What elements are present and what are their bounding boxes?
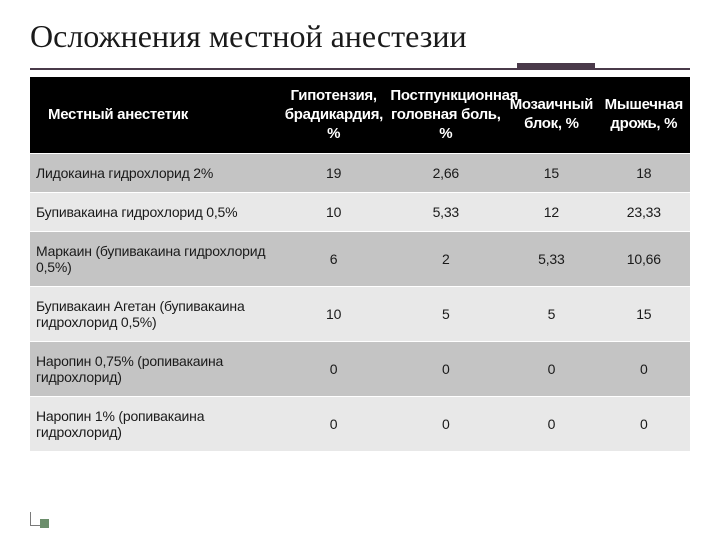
cell-value: 10 [281,193,387,232]
cell-label: Маркаин (бупивакаина гидрохлорид 0,5%) [30,232,281,287]
complications-table: Местный анестетик Гипотензия, брадикарди… [30,77,690,451]
table-row: Бупивакаин Агетан (бупивакаина гидрохлор… [30,287,690,342]
cell-value: 0 [598,342,690,397]
table-header-row: Местный анестетик Гипотензия, брадикарди… [30,77,690,154]
cell-value: 5 [505,287,597,342]
slide-container: Осложнения местной анестезии Местный ане… [0,0,720,540]
table-body: Лидокаина гидрохлорид 2% 19 2,66 15 18 Б… [30,154,690,452]
col-header-headache: Постпункционная головная боль, % [386,77,505,154]
cell-value: 0 [281,342,387,397]
col-header-tremor: Мышечная дрожь, % [598,77,690,154]
cell-value: 0 [281,397,387,452]
col-header-mosaic: Мозаичный блок, % [505,77,597,154]
cell-label: Лидокаина гидрохлорид 2% [30,154,281,193]
col-header-anesthetic: Местный анестетик [30,77,281,154]
complications-table-container: Местный анестетик Гипотензия, брадикарди… [30,77,690,451]
cell-label: Наропин 0,75% (ропивакаина гидрохлорид) [30,342,281,397]
cell-value: 0 [598,397,690,452]
cell-label: Наропин 1% (ропивакаина гидрохлорид) [30,397,281,452]
cell-value: 5,33 [386,193,505,232]
cell-value: 2,66 [386,154,505,193]
cell-value: 15 [505,154,597,193]
table-row: Маркаин (бупивакаина гидрохлорид 0,5%) 6… [30,232,690,287]
cell-value: 0 [505,397,597,452]
table-row: Бупивакаина гидрохлорид 0,5% 10 5,33 12 … [30,193,690,232]
cell-value: 23,33 [598,193,690,232]
cell-value: 10 [281,287,387,342]
cell-value: 0 [386,397,505,452]
footer-dot-icon [40,519,49,528]
title-accent [517,63,595,69]
cell-value: 6 [281,232,387,287]
table-row: Наропин 0,75% (ропивакаина гидрохлорид) … [30,342,690,397]
cell-value: 2 [386,232,505,287]
cell-value: 5 [386,287,505,342]
cell-label: Бупивакаина гидрохлорид 0,5% [30,193,281,232]
cell-value: 0 [505,342,597,397]
cell-value: 5,33 [505,232,597,287]
cell-value: 12 [505,193,597,232]
table-row: Лидокаина гидрохлорид 2% 19 2,66 15 18 [30,154,690,193]
cell-value: 19 [281,154,387,193]
cell-label: Бупивакаин Агетан (бупивакаина гидрохлор… [30,287,281,342]
slide-title: Осложнения местной анестезии [30,18,690,65]
cell-value: 15 [598,287,690,342]
cell-value: 10,66 [598,232,690,287]
cell-value: 18 [598,154,690,193]
col-header-hypotension: Гипотензия, брадикардия, % [281,77,387,154]
table-row: Наропин 1% (ропивакаина гидрохлорид) 0 0… [30,397,690,452]
cell-value: 0 [386,342,505,397]
